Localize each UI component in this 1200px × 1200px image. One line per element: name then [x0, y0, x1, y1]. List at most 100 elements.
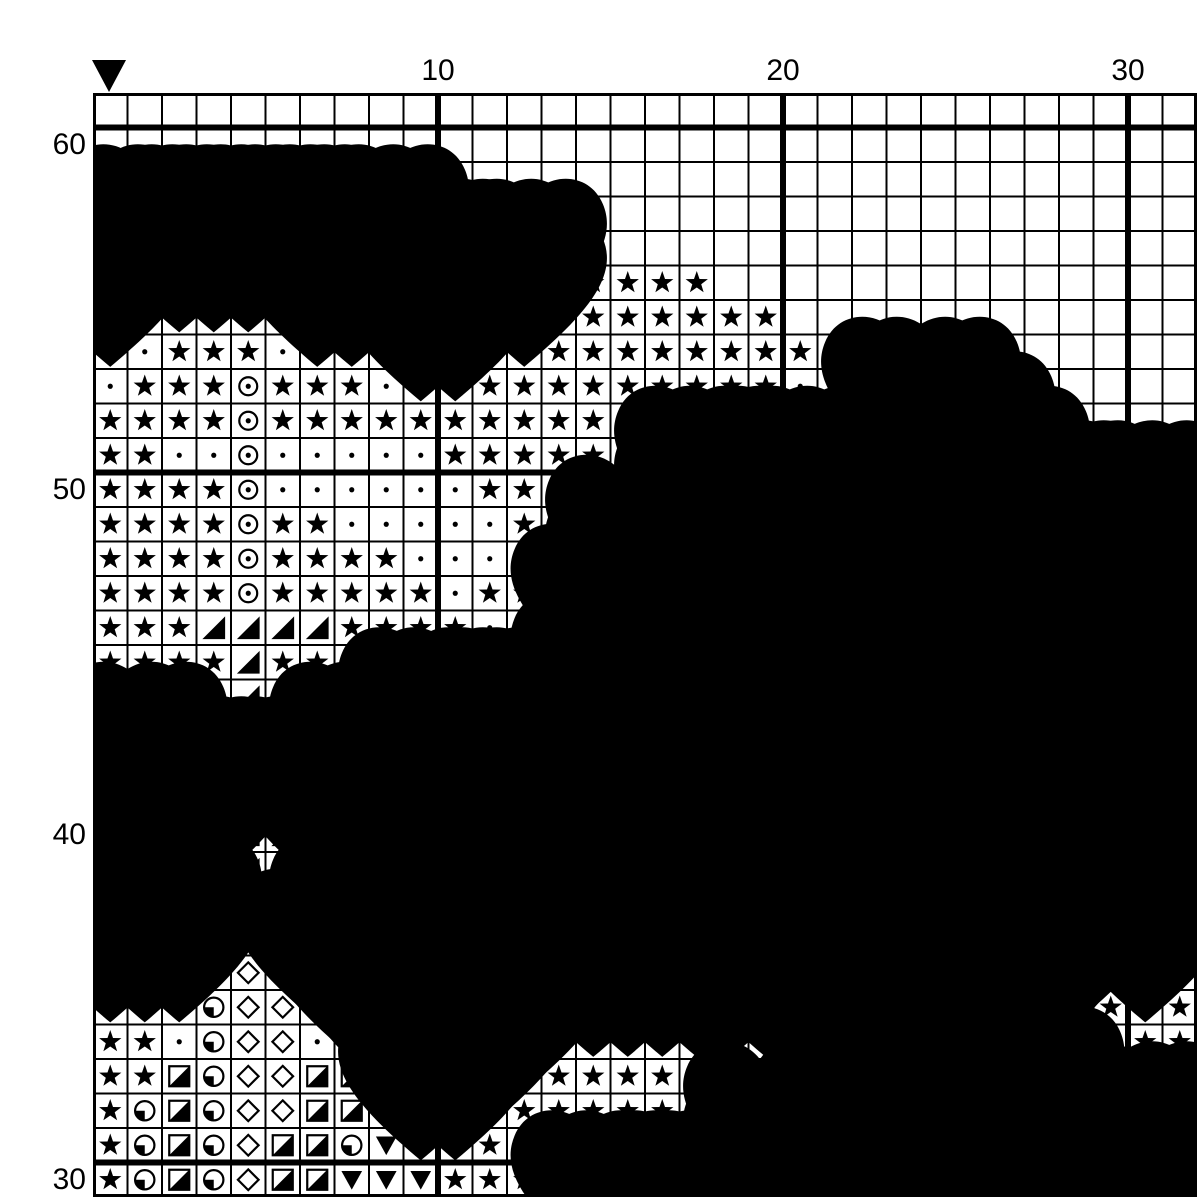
- star-symbol: [133, 409, 156, 431]
- star-symbol: [99, 1168, 122, 1190]
- star-symbol: [720, 1030, 743, 1052]
- star-symbol: [478, 409, 501, 431]
- dot-symbol: [211, 314, 217, 320]
- dot-symbol: [452, 590, 458, 596]
- star-symbol: [651, 340, 674, 362]
- star-symbol: [1168, 1030, 1191, 1052]
- star-symbol: [823, 1168, 846, 1190]
- column-label-20: 20: [766, 54, 800, 87]
- stitch-grid-canvas[interactable]: [93, 93, 1197, 1197]
- triangle-upper-right-symbol: [236, 616, 260, 640]
- dot-symbol: [418, 383, 424, 389]
- dot-symbol: [487, 556, 493, 562]
- quarter-circle-fill: [1135, 1007, 1146, 1017]
- quarter-circle-fill: [411, 1145, 421, 1155]
- star-symbol: [237, 340, 260, 362]
- dot-symbol: [176, 280, 182, 286]
- quarter-circle-fill: [204, 1179, 214, 1190]
- dot-symbol: [418, 521, 424, 527]
- star-symbol: [685, 305, 708, 327]
- triangle-upper-right-symbol: [236, 650, 260, 674]
- star-symbol: [1134, 1030, 1157, 1052]
- dot-symbol: [211, 280, 217, 286]
- star-symbol: [685, 1030, 708, 1052]
- star-symbol: [616, 1030, 639, 1052]
- star-symbol: [202, 374, 225, 396]
- star-symbol: [306, 409, 329, 431]
- dot-symbol: [107, 970, 113, 976]
- star-symbol: [513, 409, 536, 431]
- star-symbol: [513, 374, 536, 396]
- dot-symbol: [142, 314, 148, 320]
- star-symbol: [306, 374, 329, 396]
- star-symbol: [582, 995, 605, 1017]
- row-label-axis: 60 50 40 30: [0, 0, 86, 1200]
- star-symbol: [616, 995, 639, 1017]
- star-symbol: [99, 443, 122, 465]
- star-symbol: [444, 1099, 467, 1121]
- star-symbol: [478, 443, 501, 465]
- star-symbol: [99, 995, 122, 1017]
- circled-dot-symbol: [238, 479, 259, 500]
- star-symbol: [616, 305, 639, 327]
- star-symbol: [547, 409, 570, 431]
- star-symbol: [720, 305, 743, 327]
- quarter-circle-fill: [204, 1110, 214, 1121]
- dot-symbol: [280, 452, 286, 458]
- star-symbol: [133, 512, 156, 534]
- half-square-fill: [169, 1169, 190, 1190]
- dot-symbol: [314, 349, 320, 355]
- star-symbol: [375, 547, 398, 569]
- star-symbol: [444, 1133, 467, 1155]
- star-symbol: [582, 1064, 605, 1086]
- star-symbol: [306, 581, 329, 603]
- star-symbol: [99, 650, 122, 672]
- dot-symbol: [418, 452, 424, 458]
- row-label-50: 50: [52, 472, 86, 506]
- star-symbol: [582, 1030, 605, 1052]
- star-symbol: [133, 547, 156, 569]
- quarter-circle-fill: [135, 1110, 145, 1121]
- dot-symbol: [176, 1004, 182, 1010]
- dot-symbol: [383, 487, 389, 493]
- half-square-fill: [272, 1169, 293, 1190]
- star-symbol: [271, 547, 294, 569]
- diamond-outline-symbol: [201, 960, 226, 985]
- star-symbol: [133, 616, 156, 638]
- star-symbol: [720, 340, 743, 362]
- star-symbol: [1099, 995, 1122, 1017]
- star-symbol: [306, 650, 329, 672]
- circled-dot-symbol: [238, 583, 259, 604]
- dot-symbol: [452, 521, 458, 527]
- star-symbol: [375, 409, 398, 431]
- half-square-fill: [169, 1066, 190, 1087]
- star-symbol: [375, 581, 398, 603]
- star-symbol: [306, 547, 329, 569]
- symbol-layer: [93, 144, 1197, 1197]
- dot-symbol: [107, 349, 113, 355]
- star-symbol: [99, 409, 122, 431]
- column-label-10: 10: [421, 54, 455, 87]
- circled-dot-center: [245, 452, 251, 458]
- quarter-circle-fill: [342, 1145, 352, 1155]
- star-symbol: [547, 340, 570, 362]
- stitch-grid[interactable]: [93, 93, 1200, 1200]
- dot-symbol: [142, 280, 148, 286]
- star-symbol: [202, 581, 225, 603]
- star-symbol: [271, 650, 294, 672]
- dot-symbol: [728, 1004, 734, 1010]
- half-square-fill: [307, 1169, 328, 1190]
- star-symbol: [271, 581, 294, 603]
- circled-dot-symbol: [238, 410, 259, 431]
- star-symbol: [1168, 926, 1191, 948]
- dot-symbol: [142, 349, 148, 355]
- star-symbol: [478, 581, 501, 603]
- circled-dot-symbol: [238, 514, 259, 535]
- triangle-upper-right-symbol: [202, 616, 226, 640]
- star-symbol: [478, 340, 501, 362]
- star-symbol: [651, 1030, 674, 1052]
- star-symbol: [651, 271, 674, 293]
- star-symbol: [133, 374, 156, 396]
- star-symbol: [651, 1064, 674, 1086]
- half-square-fill: [169, 1100, 190, 1121]
